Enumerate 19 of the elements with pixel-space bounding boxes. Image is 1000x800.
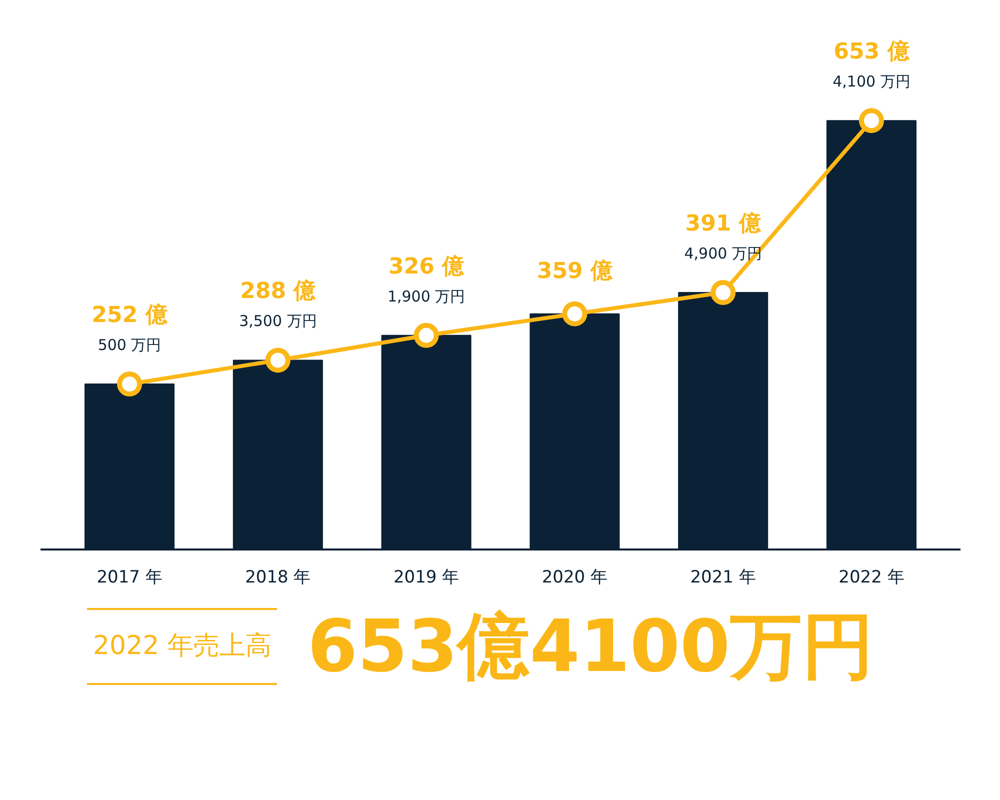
data-label: 653 億 4,100 万円 <box>832 40 910 91</box>
text: 653億4100万円 <box>307 603 874 690</box>
data-label: 359 億 <box>536 258 614 284</box>
text: 2022 年売上高 <box>87 608 278 685</box>
data-label: 288 億 3,500 万円 <box>239 279 317 330</box>
point <box>858 108 884 134</box>
point <box>117 372 142 397</box>
data-label: 252 億 500 万円 <box>92 303 168 354</box>
x-tick-label: 2020 年 <box>542 568 608 588</box>
point <box>710 280 736 305</box>
x-tick-label: 2022 年 <box>838 568 904 588</box>
x-tick-label: 2017 年 <box>96 568 162 588</box>
point <box>562 301 588 326</box>
x-tick-label: 2019 年 <box>393 568 460 588</box>
point <box>414 322 439 348</box>
data-label: 326 億 1,900 万円 <box>387 254 466 306</box>
x-tick-label: 2021 年 <box>690 568 756 588</box>
point <box>265 348 290 373</box>
x-tick-label: 2018 年 <box>245 568 311 588</box>
